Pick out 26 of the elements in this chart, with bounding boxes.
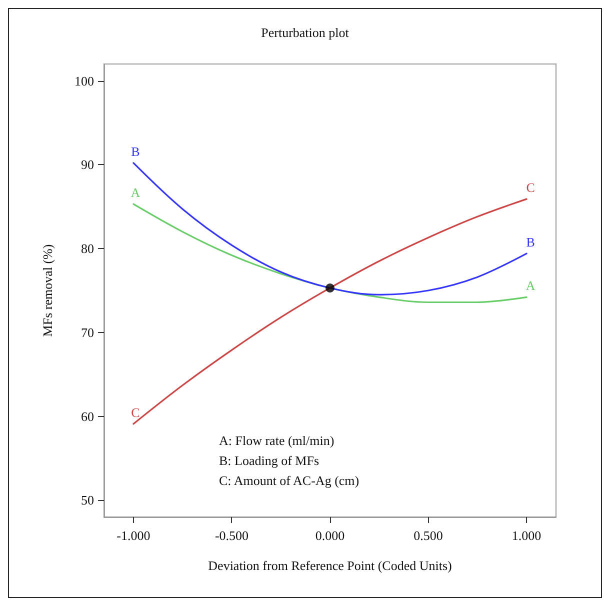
- line-series: [132, 162, 528, 296]
- annotation: A: Flow rate (ml/min): [219, 433, 334, 448]
- x-axis-title: Deviation from Reference Point (Coded Units): [208, 558, 452, 573]
- x-tick-label: 1.000: [512, 528, 542, 543]
- y-tick-label: 90: [81, 157, 94, 172]
- y-tick-label: 60: [81, 408, 94, 424]
- series-label: C: [131, 404, 140, 420]
- x-tick-label: 0.500: [414, 528, 443, 543]
- y-tick-label: 80: [81, 241, 94, 256]
- series-label: A: [526, 278, 536, 294]
- y-tick-label: 50: [81, 492, 94, 508]
- x-tick-label: -0.500: [214, 528, 249, 543]
- y-tick-label: 100: [74, 73, 94, 88]
- x-tick-label: 0.000: [315, 528, 345, 543]
- text: C: [526, 180, 535, 196]
- series-label: B: [526, 234, 536, 250]
- x-tick-label: -1.000: [116, 528, 150, 543]
- annotation: B: Loading of MFs: [219, 453, 320, 468]
- chart-title: Perturbation plot: [261, 25, 350, 40]
- text: B: [131, 144, 140, 159]
- line-series: [132, 203, 528, 304]
- y-tick-label: 70: [81, 324, 94, 340]
- y-axis-title: MFs removal (%): [40, 244, 55, 337]
- annotation: C: Amount of AC-Ag (cm): [219, 473, 360, 488]
- line-series: [132, 198, 528, 425]
- text: A: [130, 185, 140, 200]
